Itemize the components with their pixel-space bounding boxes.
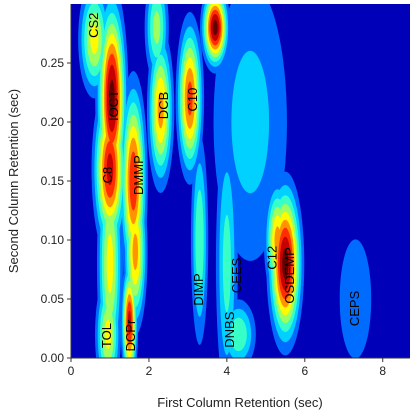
peak-contour xyxy=(129,151,138,211)
x-tick-label: 2 xyxy=(146,364,153,378)
peak-contour xyxy=(339,239,372,358)
peak-label: IOCT xyxy=(106,90,121,121)
y-tick-label: 0.25 xyxy=(41,56,65,70)
x-tick-label: 6 xyxy=(301,364,308,378)
peak-contour xyxy=(212,20,218,36)
y-axis-label: Second Column Retention (sec) xyxy=(6,89,21,273)
peak-label: DCPr xyxy=(123,319,138,351)
y-tick-label: 0.20 xyxy=(41,115,65,129)
annotations: CS2 IOCT DCB C10 C8 DMMP DIMP CEES C12 OSDEMP CEPS… xyxy=(86,13,362,352)
heatmap xyxy=(78,4,372,358)
peak-contour xyxy=(132,233,138,270)
peak-label: CEES xyxy=(229,257,244,293)
peak-label: OSDEMP xyxy=(282,247,297,303)
x-tick-label: 0 xyxy=(68,364,75,378)
peak-label: C8 xyxy=(100,167,115,184)
peak-contour xyxy=(282,248,289,279)
y-tick-label: 0.05 xyxy=(41,292,65,306)
peak-label: TOL xyxy=(99,323,114,348)
x-tick-label: 8 xyxy=(379,364,386,378)
peak-label: DCB xyxy=(156,92,171,119)
peak-contour xyxy=(153,11,161,44)
peak-contour xyxy=(106,234,114,294)
peak-contour xyxy=(230,317,247,352)
peak-label: DNBS xyxy=(222,311,237,347)
peak-contour xyxy=(109,79,115,118)
peak-contour xyxy=(127,310,132,335)
peak-contour xyxy=(222,214,231,313)
peak-label: DMMP xyxy=(131,155,146,195)
y-tick-label: 0.15 xyxy=(41,174,65,188)
peak-contour xyxy=(195,189,204,291)
y-tick-label: 0.10 xyxy=(41,233,65,247)
y-tick-label: 0.00 xyxy=(41,351,65,365)
x-tick-label: 4 xyxy=(224,364,231,378)
peak-contour xyxy=(231,50,270,194)
peak-contour xyxy=(104,319,112,350)
peak-contour xyxy=(157,92,164,129)
peak-contour xyxy=(106,153,114,186)
peak-label: CEPS xyxy=(347,290,362,326)
peak-contour xyxy=(187,81,193,116)
x-axis-label: First Column Retention (sec) xyxy=(157,395,322,410)
peak-label: C10 xyxy=(185,88,200,112)
peak-label: CS2 xyxy=(86,13,101,38)
peak-label: C12 xyxy=(265,246,280,270)
peak-contour xyxy=(90,24,99,55)
peak-label: DIMP xyxy=(191,273,206,306)
axes: 0 2 4 6 8 0.00 0.05 0.10 0.15 0.20 0.25 xyxy=(41,56,387,378)
